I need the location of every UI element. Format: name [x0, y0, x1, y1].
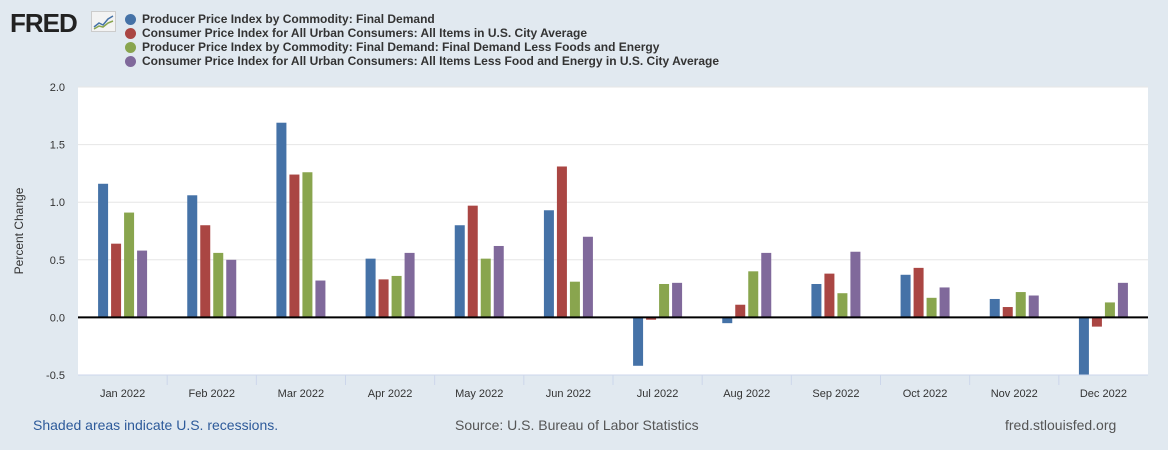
y-axis-label: Percent Change: [12, 187, 26, 274]
x-tick-label: Apr 2022: [368, 388, 413, 400]
bar: [761, 252, 772, 318]
site-link[interactable]: fred.stlouisfed.org: [1005, 417, 1117, 433]
bar: [315, 280, 326, 318]
y-tick-label: 1.0: [50, 197, 65, 209]
bar: [1015, 292, 1026, 318]
bar: [365, 258, 376, 318]
legend-label: Consumer Price Index for All Urban Consu…: [142, 26, 587, 40]
legend-item[interactable]: Producer Price Index by Commodity: Final…: [125, 12, 719, 26]
bar: [582, 236, 593, 318]
legend-dot: [125, 13, 136, 25]
bar: [646, 317, 657, 320]
fred-logo[interactable]: FRED: [10, 8, 78, 38]
bar: [837, 293, 848, 318]
plot-area: [78, 87, 1148, 375]
bar: [391, 275, 402, 318]
bar: [480, 258, 491, 318]
x-tick-label: Dec 2022: [1080, 388, 1127, 400]
legend-label: Producer Price Index by Commodity: Final…: [142, 40, 660, 54]
x-tick-label: Jul 2022: [637, 388, 679, 400]
bar: [1078, 317, 1089, 375]
bar: [404, 252, 415, 318]
bar: [939, 287, 950, 318]
bar: [824, 273, 835, 318]
bar: [98, 183, 109, 318]
bar: [302, 172, 313, 318]
bar: [276, 122, 287, 318]
bar: [493, 245, 504, 318]
bar: [556, 166, 567, 318]
legend: Producer Price Index by Commodity: Final…: [125, 12, 719, 68]
legend-item[interactable]: Consumer Price Index for All Urban Consu…: [125, 26, 719, 40]
bar: [672, 282, 683, 318]
bar: [187, 195, 198, 318]
bar: [213, 252, 224, 318]
bar: [1091, 317, 1102, 327]
x-tick-label: Mar 2022: [278, 388, 324, 400]
bar: [913, 267, 924, 318]
bar: [1002, 307, 1013, 318]
bar: [659, 283, 670, 318]
bar: [124, 212, 135, 318]
bar: [467, 205, 478, 318]
bar: [722, 317, 733, 324]
recession-note-link[interactable]: Shaded areas indicate U.S. recessions.: [33, 417, 279, 433]
bar: [735, 304, 746, 318]
legend-item[interactable]: Consumer Price Index for All Urban Consu…: [125, 54, 719, 68]
bar: [1028, 295, 1039, 318]
y-tick-label: 0.0: [50, 312, 65, 324]
x-tick-label: Jan 2022: [100, 388, 145, 400]
bar: [926, 297, 937, 318]
legend-dot: [125, 55, 136, 67]
bar: [633, 317, 644, 366]
bar-chart: 2.0 1.5 1.0 0.5 0.0 -0.5 Percent Change Jan 202…: [12, 82, 1148, 400]
x-tick-label: Jun 2022: [546, 388, 591, 400]
bar: [989, 298, 1000, 318]
bar: [569, 281, 580, 318]
y-tick-label: 1.5: [50, 140, 65, 152]
legend-label: Consumer Price Index for All Urban Consu…: [142, 54, 720, 68]
bar: [200, 225, 211, 318]
x-tick-label: Sep 2022: [812, 388, 859, 400]
legend-dot: [125, 27, 136, 39]
bar: [1104, 302, 1115, 318]
bar: [850, 251, 861, 318]
bar: [900, 274, 911, 318]
legend-label: Producer Price Index by Commodity: Final…: [142, 12, 435, 26]
bar: [289, 174, 300, 318]
bar: [543, 210, 554, 318]
y-tick-label: 0.5: [50, 255, 65, 267]
x-tick-label: Feb 2022: [189, 388, 235, 400]
legend-dot: [125, 41, 136, 53]
x-tick-label: Aug 2022: [723, 388, 770, 400]
bar: [226, 259, 237, 318]
legend-item[interactable]: Producer Price Index by Commodity: Final…: [125, 40, 719, 54]
x-tick-label: Oct 2022: [903, 388, 948, 400]
bar: [137, 250, 148, 318]
fred-chart-icon: [91, 11, 116, 32]
y-tick-label: 2.0: [50, 82, 65, 94]
y-tick-label: -0.5: [46, 370, 65, 382]
bar: [1117, 282, 1128, 318]
x-tick-label: Nov 2022: [991, 388, 1038, 400]
source-text: Source: U.S. Bureau of Labor Statistics: [455, 417, 699, 433]
bar: [811, 283, 822, 318]
x-tick-label: May 2022: [455, 388, 503, 400]
bar: [111, 243, 122, 318]
bar: [378, 279, 389, 318]
bar: [454, 225, 465, 318]
bar: [748, 271, 759, 318]
